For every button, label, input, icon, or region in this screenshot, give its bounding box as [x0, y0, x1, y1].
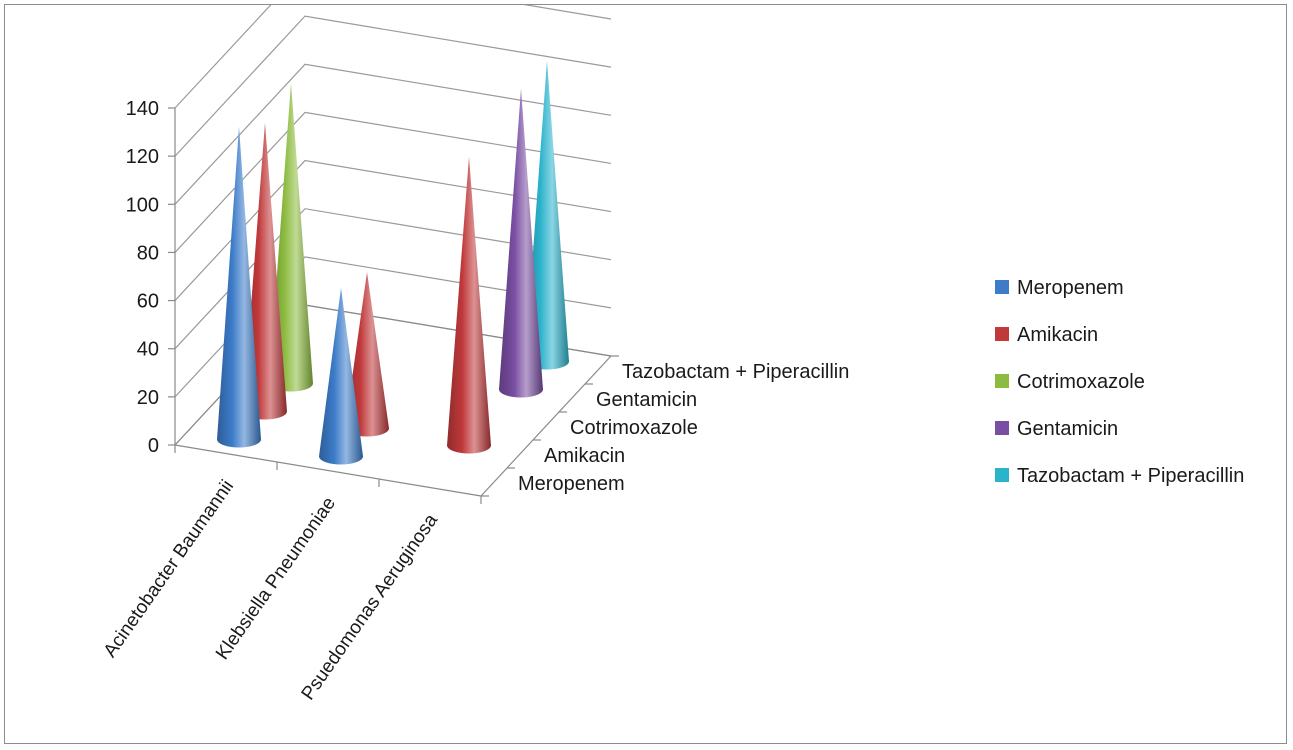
series-axis-label-gentamicin: Gentamicin: [596, 389, 697, 411]
legend-swatch-amikacin: [995, 327, 1009, 341]
series-axis-label-amikacin: Amikacin: [544, 445, 625, 467]
cone-cotrimoxazole-acinetobacter-baumannii: [269, 82, 313, 392]
legend: Meropenem Amikacin Cotrimoxazole Gentamicin…: [995, 277, 1244, 487]
cone-body: [269, 82, 313, 392]
axes: [174, 108, 619, 504]
cone-amikacin-klebsiella-pneumoniae: [345, 272, 389, 437]
legend-label-amikacin: Amikacin: [1017, 324, 1098, 346]
gridline-60: [174, 159, 612, 301]
cone-gentamicin-psuedomonas-aeruginosa: [499, 88, 543, 398]
legend-swatch-tazobactam-piperacillin: [995, 468, 1009, 482]
series-axis-line: [480, 355, 612, 497]
legend-label-meropenem: Meropenem: [1017, 277, 1124, 299]
cone-tazobactam-piperacillin-psuedomonas-aeruginosa: [525, 60, 569, 370]
cones: [217, 60, 569, 465]
cone-body: [217, 126, 261, 448]
y-tick-label: 140: [126, 98, 159, 120]
category-label-psuedomonas-aeruginosa: Psuedomonas Aeruginosa: [298, 510, 443, 704]
y-tick-label: 20: [137, 387, 159, 409]
cone-body: [499, 88, 543, 398]
y-tick-label: 100: [126, 194, 159, 216]
legend-swatch-cotrimoxazole: [995, 374, 1009, 388]
y-tick-label: 120: [126, 146, 159, 168]
cone-body: [525, 60, 569, 370]
cone-chart: 0 20 40 60 80 100 120 140 Acinetobacter Baumann…: [100, 5, 1244, 704]
y-tick-label: 80: [137, 242, 159, 264]
legend-swatch-meropenem: [995, 280, 1009, 294]
gridline-140: [174, 5, 612, 109]
chart-frame: 0 20 40 60 80 100 120 140 Acinetobacter Baumann…: [4, 4, 1287, 744]
y-axis-ticks: 0 20 40 60 80 100 120 140: [126, 98, 175, 457]
cone-body: [319, 288, 363, 465]
gridline-100: [174, 63, 612, 205]
gridline-40: [174, 208, 612, 350]
cone-body: [345, 272, 389, 437]
legend-label-tazobactam-piperacillin: Tazobactam + Piperacillin: [1017, 465, 1244, 487]
cone-meropenem-klebsiella-pneumoniae: [319, 288, 363, 465]
series-axis-label-tazobactam-piperacillin: Tazobactam + Piperacillin: [622, 361, 849, 383]
cone-amikacin-psuedomonas-aeruginosa: [447, 156, 491, 454]
series-axis-label-meropenem: Meropenem: [518, 473, 625, 495]
legend-label-gentamicin: Gentamicin: [1017, 418, 1118, 440]
gridline-80: [174, 111, 612, 253]
cone-body: [447, 156, 491, 454]
y-tick-label: 40: [137, 339, 159, 361]
series-axis-label-cotrimoxazole: Cotrimoxazole: [570, 417, 698, 439]
gridline-120: [174, 15, 612, 157]
category-axis-line: [174, 444, 482, 497]
legend-swatch-gentamicin: [995, 421, 1009, 435]
y-tick-label: 0: [148, 435, 159, 457]
category-label-klebsiella-pneumoniae: Klebsiella Pneumoniae: [212, 493, 340, 663]
cone-meropenem-acinetobacter-baumannii: [217, 126, 261, 448]
y-tick-label: 60: [137, 291, 159, 313]
series-axis-labels: Meropenem Amikacin Cotrimoxazole Gentamicin…: [518, 361, 849, 495]
legend-label-cotrimoxazole: Cotrimoxazole: [1017, 371, 1145, 393]
category-label-acinetobacter-baumannii: Acinetobacter Baumannii: [100, 476, 238, 661]
